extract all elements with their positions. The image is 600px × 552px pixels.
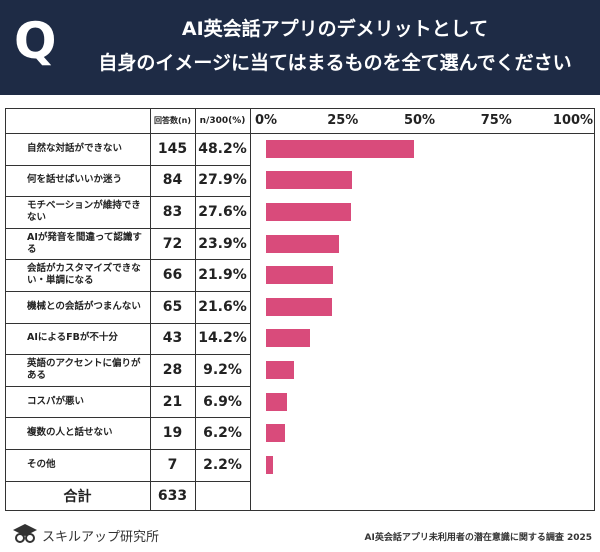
- count: 72: [162, 235, 183, 252]
- column-line: [250, 108, 251, 511]
- brand: スキルアップ研究所: [42, 530, 160, 545]
- row-line: [5, 227, 250, 229]
- brand-logo: [13, 524, 37, 543]
- x-tick-label: 50%: [403, 113, 436, 128]
- count: 66: [162, 267, 183, 284]
- bar: [266, 455, 273, 474]
- bar: [266, 392, 288, 411]
- count: 145: [157, 140, 188, 157]
- row-line: [5, 133, 250, 134]
- x-tick-label: 25%: [327, 113, 359, 128]
- count: 65: [162, 298, 183, 315]
- column-line: [195, 108, 196, 511]
- category-label: AIが発音を間違って認識する: [27, 231, 142, 255]
- value-label: 48.2%: [198, 140, 247, 157]
- bar: [266, 361, 295, 379]
- value-label: 23.9%: [198, 235, 247, 252]
- value-label: 21.6%: [198, 298, 247, 315]
- value-label: 9.2%: [203, 361, 242, 378]
- row-line: [5, 354, 250, 356]
- value-label: 14.2%: [198, 330, 247, 347]
- header: Q AI英会話アプリのデメリットとして 自身のイメージに当てはまるものを全て選ん…: [0, 0, 600, 95]
- value-label: 27.6%: [198, 203, 247, 220]
- x-tick-label: 75%: [480, 113, 512, 128]
- category-label: 何を話せばいいか迷う: [27, 174, 123, 186]
- count: 28: [162, 361, 183, 378]
- title-line: 自身のイメージに当てはまるものを全て選んでください: [98, 52, 572, 74]
- value-label: 6.9%: [203, 393, 242, 410]
- bar: [266, 266, 334, 285]
- bar: [266, 234, 340, 253]
- value-label: 27.9%: [198, 172, 247, 189]
- category-label: AIによるFBが不十分: [27, 332, 118, 344]
- category-label: 複数の人と話せない: [27, 427, 113, 439]
- bar: [266, 297, 333, 316]
- count: 7: [167, 456, 178, 473]
- source: AI英会話アプリ未利用者の潜在意識に関する調査 2025: [364, 533, 593, 543]
- bar: [266, 329, 310, 348]
- count: 19: [162, 425, 183, 442]
- category-label: モチベーションが維持できない: [27, 200, 141, 223]
- bar: [266, 424, 286, 443]
- total-count: 633: [157, 487, 188, 504]
- bar: [266, 171, 352, 190]
- row-line: [5, 480, 250, 482]
- row-line: [5, 417, 250, 419]
- title-line: AI英会話アプリのデメリットとして: [181, 18, 489, 40]
- column-header: n/300(%): [199, 115, 246, 126]
- category-label: 英語のアクセントに偏りがある: [27, 358, 141, 381]
- bar: [266, 139, 414, 158]
- category-label: 自然な対話ができない: [27, 142, 123, 154]
- row-line: [5, 196, 250, 198]
- category-label: 機械との会話がつまんない: [27, 300, 141, 312]
- row-line: [5, 259, 250, 261]
- category-label: その他: [27, 458, 56, 470]
- value-label: 6.2%: [203, 425, 242, 442]
- count: 43: [162, 330, 183, 347]
- row-line: [5, 385, 250, 387]
- header-line: [250, 133, 595, 134]
- row-line: [5, 449, 250, 450]
- count: 21: [162, 393, 183, 410]
- column-header: 回答数(n): [153, 116, 191, 125]
- header-icon: Q: [14, 12, 57, 70]
- bar: [266, 203, 351, 221]
- count: 83: [162, 203, 183, 220]
- column-line: [150, 108, 151, 511]
- row-line: [5, 322, 250, 324]
- value-label: 21.9%: [198, 267, 247, 284]
- table-border: [5, 108, 595, 511]
- x-tick-label: 100%: [552, 113, 594, 128]
- category-label: 会話がカスタマイズできない・単調になる: [27, 263, 141, 287]
- category-label: コスパが悪い: [27, 395, 85, 407]
- value-label: 2.2%: [203, 456, 242, 473]
- count: 84: [162, 172, 183, 189]
- row-line: [5, 291, 250, 292]
- x-tick-label: 0%: [254, 113, 278, 128]
- total-label: 合計: [63, 488, 92, 505]
- row-line: [5, 164, 250, 166]
